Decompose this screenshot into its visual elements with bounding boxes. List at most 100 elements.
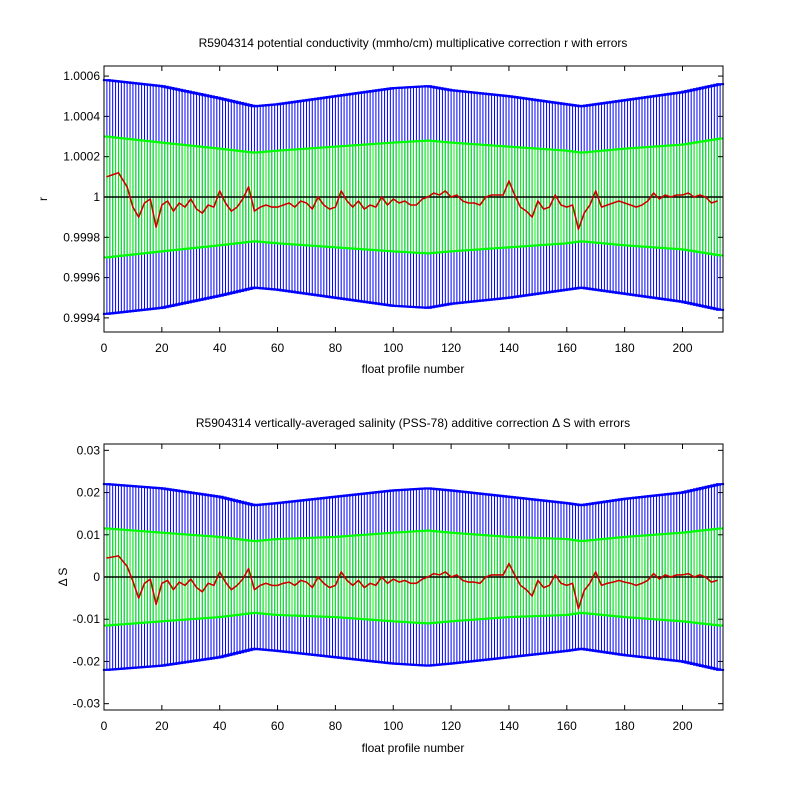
y-tick-label: 1.0002 (63, 150, 100, 164)
data-point (485, 196, 487, 198)
chart-top: R5904314 potential conductivity (mmho/cm… (36, 36, 725, 376)
data-point (106, 176, 108, 178)
data-point (410, 582, 412, 584)
y-axis-label: Δ S (56, 568, 70, 587)
chart-bottom: R5904314 vertically-averaged salinity (P… (56, 416, 725, 755)
data-point (271, 584, 273, 587)
data-point (340, 571, 342, 573)
data-point (178, 202, 180, 204)
data-point (618, 200, 620, 202)
data-point (421, 198, 423, 200)
data-point (259, 206, 261, 208)
data-point (450, 576, 452, 578)
data-point (282, 204, 284, 206)
data-point (670, 576, 672, 578)
chart-title: R5904314 potential conductivity (mmho/cm… (199, 36, 628, 50)
data-point (444, 190, 446, 192)
data-point (282, 582, 284, 584)
data-point (624, 202, 626, 204)
data-point (329, 208, 331, 210)
data-point (363, 586, 365, 589)
data-point (589, 582, 591, 584)
data-point (219, 190, 221, 192)
data-point (641, 582, 643, 584)
data-point (190, 578, 192, 580)
x-tick-label: 20 (155, 341, 169, 355)
x-tick-label: 120 (441, 341, 461, 355)
data-point (490, 574, 493, 576)
data-point (600, 206, 603, 208)
data-point (265, 204, 267, 206)
data-point (230, 210, 232, 212)
data-point (525, 210, 527, 212)
x-tick-label: 120 (441, 719, 461, 733)
data-point (375, 584, 377, 587)
data-point (705, 576, 707, 578)
data-point (473, 202, 475, 204)
data-point (117, 555, 120, 557)
data-point (248, 567, 250, 570)
data-point (548, 584, 551, 587)
data-point (519, 584, 522, 587)
plot-area (102, 79, 725, 315)
data-point (167, 579, 169, 581)
data-point (195, 586, 198, 589)
x-tick-label: 20 (155, 719, 169, 733)
data-point (305, 202, 308, 204)
y-tick-label: 0 (93, 570, 100, 584)
x-tick-label: 200 (672, 341, 692, 355)
data-point (276, 584, 279, 587)
data-point (259, 584, 261, 587)
data-point (201, 591, 203, 593)
x-tick-label: 200 (672, 719, 692, 733)
x-tick-label: 40 (213, 341, 227, 355)
data-point (531, 216, 533, 218)
data-point (502, 194, 504, 196)
data-point (363, 208, 365, 210)
data-point (201, 212, 203, 214)
data-point (595, 190, 597, 192)
data-point (143, 582, 146, 584)
x-tick-label: 80 (329, 719, 343, 733)
x-tick-label: 180 (615, 341, 635, 355)
data-point (485, 576, 487, 578)
data-point (571, 582, 574, 584)
y-tick-label: -0.03 (73, 697, 101, 711)
y-tick-label: 0.9994 (63, 311, 100, 325)
data-point (467, 202, 470, 204)
data-point (340, 190, 342, 192)
data-point (149, 198, 151, 200)
x-tick-label: 160 (557, 341, 577, 355)
y-tick-label: 0.9996 (63, 271, 100, 285)
data-point (213, 584, 215, 587)
x-tick-label: 100 (383, 341, 403, 355)
y-tick-label: 1.0004 (63, 109, 100, 123)
data-point (427, 196, 429, 198)
data-point (253, 589, 256, 591)
series-line (106, 172, 718, 230)
data-point (606, 204, 608, 206)
data-point (699, 574, 701, 576)
data-point (236, 206, 238, 208)
data-point (647, 200, 649, 202)
data-point (652, 192, 655, 194)
data-point (334, 584, 337, 587)
x-tick-label: 80 (329, 341, 343, 355)
data-point (635, 206, 637, 208)
data-point (294, 584, 296, 587)
ticks: 0 20 40 60 80 100 120 140 160 180 200 0.9994 0.9996 0… (63, 66, 723, 355)
data-point (566, 206, 568, 208)
data-point (479, 582, 481, 584)
data-point (664, 574, 666, 576)
x-tick-label: 140 (499, 341, 519, 355)
y-axis-label: r (36, 197, 50, 201)
data-point (305, 581, 308, 583)
data-point (537, 579, 539, 581)
data-point (658, 578, 660, 580)
data-point (595, 571, 597, 573)
data-point (288, 581, 290, 583)
data-point (438, 194, 441, 196)
data-point (658, 198, 660, 200)
data-point (670, 196, 672, 198)
data-point (126, 565, 128, 568)
